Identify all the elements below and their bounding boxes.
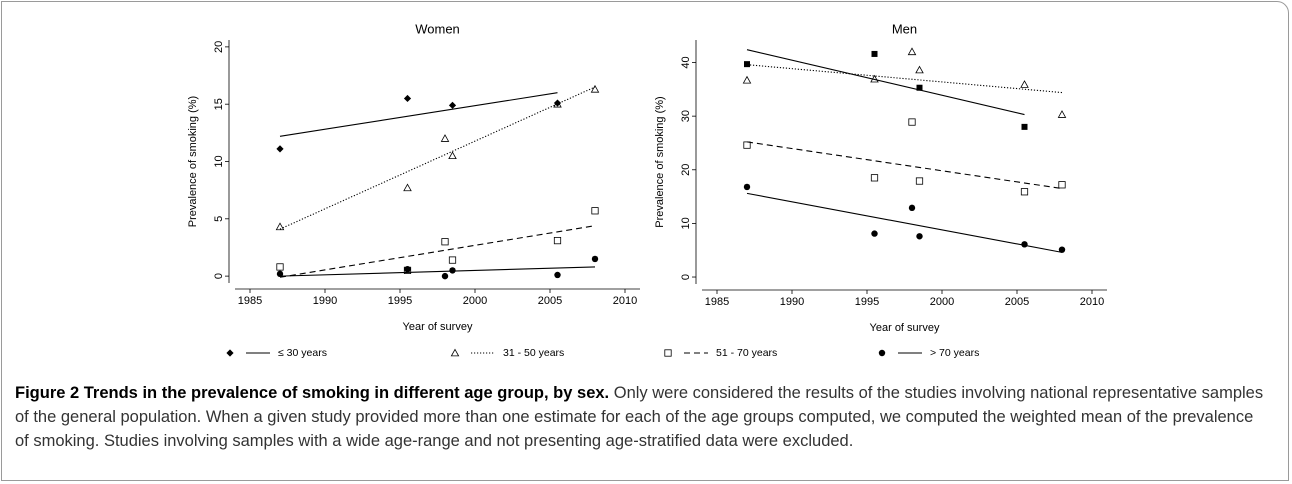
point: [1021, 241, 1028, 248]
point: [1057, 110, 1067, 118]
legend-marker: [878, 349, 886, 357]
point: [870, 174, 879, 182]
trend-line: [279, 92, 558, 137]
x-tick-label: 2010: [613, 295, 637, 307]
legend-marker: [664, 349, 672, 357]
x-axis-title: Year of survey: [403, 321, 473, 333]
caption: Figure 2 Trends in the prevalence of smo…: [15, 381, 1265, 453]
x-tick-label: 2005: [538, 295, 562, 307]
point: [440, 134, 450, 142]
caption-label: Figure 2 Trends in the prevalence of smo…: [15, 384, 610, 402]
point: [276, 270, 284, 278]
point: [743, 141, 751, 149]
point: [1021, 123, 1028, 130]
point: [590, 84, 600, 93]
legend-marker: [226, 349, 234, 357]
point: [276, 145, 284, 153]
point: [908, 204, 916, 212]
y-axis-title: Prevalence of smoking (%): [654, 96, 666, 227]
point: [908, 118, 916, 126]
point: [591, 207, 599, 215]
point: [553, 99, 562, 108]
trend-line: [746, 49, 1025, 116]
point: [441, 272, 449, 280]
point: [553, 99, 562, 107]
point: [553, 236, 562, 245]
point: [871, 50, 878, 57]
y-tick-label: 20: [680, 164, 692, 176]
x-tick-label: 1990: [780, 296, 804, 308]
point: [448, 101, 457, 109]
point: [275, 222, 285, 231]
chart-title: Men: [892, 21, 917, 36]
trend-line: [279, 86, 596, 230]
y-tick-label: 0: [213, 273, 225, 279]
point: [403, 183, 412, 192]
point: [742, 75, 752, 84]
x-tick-label: 2010: [1080, 296, 1104, 308]
x-tick-label: 2005: [1005, 296, 1029, 308]
legend-label: > 70 years: [930, 347, 979, 359]
y-tick-label: 40: [680, 56, 692, 68]
x-axis-title: Year of survey: [870, 322, 940, 334]
point: [1058, 246, 1066, 253]
legend-marker: [450, 348, 460, 357]
caption-text: Only were considered the results of the …: [15, 384, 1264, 450]
y-axis-title: Prevalence of smoking (%): [187, 96, 199, 227]
point: [1020, 188, 1029, 196]
point: [404, 266, 411, 273]
legend-label: ≤ 30 years: [278, 347, 327, 359]
x-tick-label: 1985: [705, 296, 729, 308]
point: [448, 151, 457, 160]
x-tick-label: 1985: [238, 295, 262, 307]
y-tick-label: 10: [213, 155, 225, 167]
point: [1020, 80, 1029, 88]
point: [441, 238, 449, 246]
point: [743, 183, 751, 191]
trend-line: [746, 64, 1063, 94]
trend-line: [279, 266, 596, 277]
point: [915, 177, 924, 185]
point: [907, 47, 917, 56]
y-tick-label: 20: [213, 41, 225, 53]
chart-title: Women: [415, 21, 460, 36]
point: [915, 65, 924, 74]
x-tick-label: 1995: [855, 296, 879, 308]
point: [276, 263, 284, 271]
trend-line: [279, 225, 596, 278]
point: [870, 74, 879, 83]
x-tick-label: 1995: [388, 295, 412, 307]
point: [1058, 181, 1066, 189]
y-tick-label: 15: [213, 98, 225, 110]
trend-line: [746, 141, 1063, 190]
trend-line: [746, 192, 1063, 253]
legend-label: 31 - 50 years: [503, 347, 564, 359]
point: [916, 233, 923, 240]
point: [448, 256, 457, 264]
y-tick-label: 10: [680, 217, 692, 229]
y-tick-label: 0: [680, 274, 692, 280]
point: [744, 61, 750, 68]
point: [554, 271, 561, 279]
y-tick-label: 5: [213, 216, 225, 222]
x-tick-label: 1990: [313, 295, 337, 307]
point: [449, 267, 456, 274]
y-tick-label: 30: [680, 110, 692, 122]
point: [403, 94, 412, 103]
point: [871, 230, 878, 237]
legend-label: 51 - 70 years: [716, 347, 777, 359]
point: [591, 255, 599, 263]
x-tick-label: 2000: [463, 295, 487, 307]
point: [916, 84, 923, 91]
x-tick-label: 2000: [930, 296, 954, 308]
